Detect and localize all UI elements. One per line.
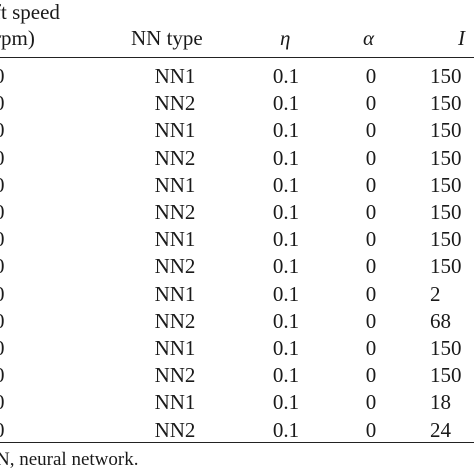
header-col4: I (458, 26, 465, 50)
table-cell-col4: 150 (430, 363, 462, 388)
table-cell-col1: NN1 (154, 172, 196, 197)
table-row: 0 NN2 0.1 0 150 (0, 361, 474, 389)
header-eta: η (280, 26, 291, 50)
table-cell-col0: 0 (0, 307, 5, 335)
table-row: 0 NN1 0.1 0 150 (0, 171, 474, 199)
bottom-rule (0, 442, 474, 443)
table-row: 0 NN1 0.1 0 2 (0, 280, 474, 308)
table-cell-col4: 150 (430, 336, 462, 360)
table-cell-col4: 2 (430, 281, 441, 306)
table-cell-col3: 0 (365, 91, 377, 116)
table-cell-col2: 0.1 (272, 363, 300, 388)
table-cell-col0: 0 (0, 388, 5, 416)
table-row: 0 NN2 0.1 0 150 (0, 144, 474, 172)
table-cell-col0: 0 (0, 225, 5, 253)
table-cell-col0: 0 (0, 171, 5, 199)
table-cell-col1: NN2 (154, 417, 196, 442)
table-cell-col1: NN2 (154, 145, 196, 170)
table-cell-col2: 0.1 (272, 390, 300, 415)
table-cell-col1: NN2 (154, 91, 196, 116)
table-row: 0 NN1 0.1 0 150 (0, 225, 474, 253)
table-cell-col1: NN1 (154, 281, 196, 306)
table-cell-col2: 0.1 (272, 281, 300, 306)
table-cell-col0: 0 (0, 116, 5, 144)
table-cell-col2: 0.1 (272, 64, 300, 88)
table-cell-col1: NN1 (154, 336, 196, 360)
table-cell-col4: 150 (430, 64, 462, 88)
table-cell-col1: NN2 (154, 200, 196, 224)
table-cell-col3: 0 (365, 118, 377, 143)
table-cell-col2: 0.1 (272, 118, 300, 143)
table-cell-col4: 150 (430, 172, 462, 197)
header-nn-type: NN type (131, 26, 203, 50)
table-cell-col3: 0 (365, 336, 377, 360)
table-cell-col2: 0.1 (272, 417, 300, 442)
table-row: 0 NN1 0.1 0 150 (0, 116, 474, 144)
table-cell-col3: 0 (365, 64, 377, 88)
table-cell-col0: 0 (0, 252, 5, 280)
table-cell-col4: 24 (430, 417, 451, 442)
table-cell-col1: NN1 (154, 390, 196, 415)
header-shaft-speed-line2: rpm) (0, 26, 35, 50)
table-cell-col4: 150 (430, 145, 462, 170)
table-cell-col0: 0 (0, 334, 5, 362)
table-cell-col2: 0.1 (272, 145, 300, 170)
table-cell-col3: 0 (365, 254, 377, 279)
table-cell-col0: 0 (0, 62, 5, 90)
table-row: 0 NN1 0.1 0 150 (0, 62, 474, 90)
table-cell-col2: 0.1 (272, 336, 300, 360)
table-row: 0 NN2 0.1 0 24 (0, 416, 474, 444)
table-cell-col2: 0.1 (272, 308, 300, 333)
table-cell-col0: 0 (0, 89, 5, 117)
table-cell-col0: 0 (0, 361, 5, 389)
table-cell-col3: 0 (365, 172, 377, 197)
table-cell-col1: NN2 (154, 254, 196, 279)
table-cell-col4: 150 (430, 91, 462, 116)
table-cell-col3: 0 (365, 281, 377, 306)
table-cell-col3: 0 (365, 417, 377, 442)
table-cell-col3: 0 (365, 308, 377, 333)
table-cell-col4: 68 (430, 308, 451, 333)
table-cell-col1: NN2 (154, 308, 196, 333)
table-cell-col2: 0.1 (272, 200, 300, 224)
table-cell-col2: 0.1 (272, 172, 300, 197)
table-row: 0 NN2 0.1 0 150 (0, 198, 474, 226)
table-cell-col3: 0 (365, 145, 377, 170)
table-cell-col3: 0 (365, 227, 377, 252)
table-row: 0 NN1 0.1 0 150 (0, 334, 474, 362)
table-cell-col1: NN2 (154, 363, 196, 388)
header-rule (0, 57, 474, 58)
footnote: N, neural network. (0, 449, 139, 470)
table-cell-col4: 18 (430, 390, 451, 415)
table-cell-col0: 0 (0, 416, 5, 444)
table-row: 0 NN2 0.1 0 68 (0, 307, 474, 335)
table-row: 0 NN2 0.1 0 150 (0, 252, 474, 280)
table-cell-col4: 150 (430, 200, 462, 224)
table-cell-col1: NN1 (154, 118, 196, 143)
table-cell-col2: 0.1 (272, 227, 300, 252)
header-shaft-speed-line1: ft speed (0, 0, 60, 24)
table-cell-col4: 150 (430, 227, 462, 252)
table-cell-col3: 0 (365, 200, 377, 224)
table-cell-col0: 0 (0, 280, 5, 308)
table-cell-col0: 0 (0, 198, 5, 226)
table-cell-col2: 0.1 (272, 91, 300, 116)
table-cell-col4: 150 (430, 118, 462, 143)
table-cell-col0: 0 (0, 144, 5, 172)
table-cell-col2: 0.1 (272, 254, 300, 279)
table-row: 0 NN1 0.1 0 18 (0, 388, 474, 416)
table-cell-col3: 0 (365, 390, 377, 415)
table-row: 0 NN2 0.1 0 150 (0, 89, 474, 117)
table-cell-col4: 150 (430, 254, 462, 279)
header-alpha: α (363, 26, 375, 50)
table-cell-col3: 0 (365, 363, 377, 388)
table-cell-col1: NN1 (154, 64, 196, 88)
table-cell-col1: NN1 (154, 227, 196, 252)
